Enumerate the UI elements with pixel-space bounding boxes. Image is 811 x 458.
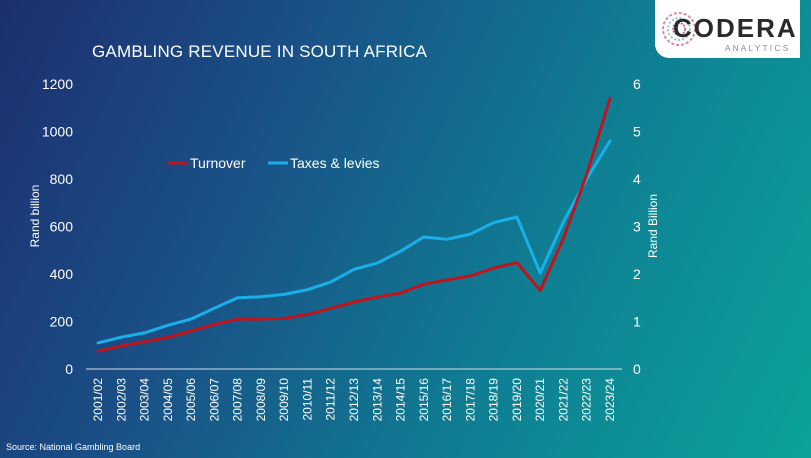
x-tick-label: 2015/16: [417, 378, 431, 422]
x-tick-label: 2005/06: [184, 378, 198, 422]
x-tick-label: 2006/07: [207, 378, 221, 422]
x-tick-label: 2007/08: [231, 378, 245, 422]
y-tick-left: 600: [50, 219, 74, 235]
x-tick-label: 2012/13: [347, 378, 361, 422]
x-tick-label: 2020/21: [533, 378, 547, 422]
y-tick-right: 3: [633, 219, 641, 235]
y-tick-left: 1000: [42, 124, 73, 140]
y-tick-left: 800: [50, 171, 74, 187]
y-tick-right: 1: [633, 314, 641, 330]
left-axis-ticks: 0 200 400 600 800 1000 1200: [42, 76, 73, 377]
y-tick-left: 400: [50, 266, 74, 282]
x-tick-label: 2009/10: [277, 378, 291, 422]
x-tick-label: 2014/15: [394, 378, 408, 422]
x-tick-label: 2008/09: [254, 378, 268, 422]
y-axis-label-left: Rand billion: [28, 185, 42, 248]
series-lines: [96, 96, 612, 353]
x-tick-label: 2004/05: [161, 378, 175, 422]
x-tick-label: 2019/20: [510, 378, 524, 422]
x-tick-label: 2001/02: [91, 378, 105, 422]
x-tick-label: 2022/23: [580, 378, 594, 422]
series-line-turnover: [96, 96, 612, 353]
x-tick-label: 2010/11: [300, 378, 314, 421]
codera-logo: CODERA ANALYTICS: [655, 0, 800, 58]
logo-name: CODERA: [673, 13, 798, 43]
chart-title: GAMBLING REVENUE IN SOUTH AFRICA: [92, 42, 428, 61]
x-tick-label: 2003/04: [138, 378, 152, 422]
logo-swirl-icon: [662, 12, 696, 46]
y-tick-right: 6: [633, 76, 641, 92]
y-tick-right: 5: [633, 124, 641, 140]
x-axis-ticks: 2001/02 2002/03 2003/04 2004/05 2005/06 2006/…: [91, 378, 617, 422]
x-tick-label: 2018/19: [487, 378, 501, 422]
y-tick-right: 4: [633, 171, 641, 187]
legend-label: Taxes & levies: [290, 155, 379, 171]
y-tick-left: 200: [50, 314, 74, 330]
y-tick-right: 0: [633, 361, 641, 377]
logo-subtitle: ANALYTICS: [725, 44, 791, 53]
x-tick-label: 2023/24: [603, 378, 617, 422]
legend: Turnover Taxes & levies: [168, 155, 379, 171]
series-line-taxes-levies: [96, 139, 612, 345]
x-tick-label: 2002/03: [114, 378, 128, 422]
right-axis-ticks: 0 1 2 3 4 5 6: [633, 76, 641, 377]
x-tick-label: 2011/12: [324, 378, 338, 421]
legend-label: Turnover: [190, 155, 246, 171]
y-axis-label-right: Rand Billion: [646, 194, 660, 258]
x-tick-label: 2017/18: [463, 378, 477, 422]
y-tick-left: 0: [65, 361, 73, 377]
x-tick-label: 2016/17: [440, 378, 454, 422]
x-tick-label: 2021/22: [556, 378, 570, 422]
x-tick-label: 2013/14: [370, 378, 384, 422]
y-tick-left: 1200: [42, 76, 73, 92]
y-tick-right: 2: [633, 266, 641, 282]
source-note: Source: National Gambling Board: [6, 442, 141, 452]
